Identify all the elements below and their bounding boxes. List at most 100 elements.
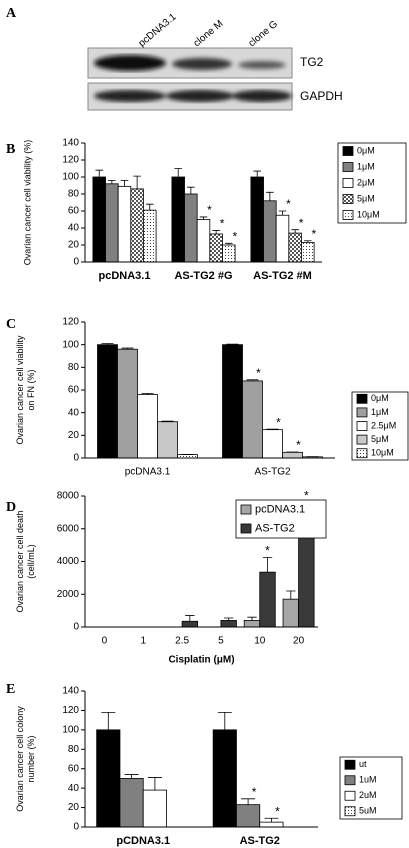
error-bar — [278, 210, 287, 216]
error-bar — [264, 817, 279, 823]
bar — [105, 183, 119, 263]
bar — [209, 233, 223, 263]
bar — [275, 214, 290, 263]
error-bar — [120, 180, 129, 187]
legend-swatch — [344, 775, 356, 786]
y-axis-label: number (%) — [26, 735, 36, 782]
significance-mark: * — [276, 415, 281, 429]
bar — [236, 804, 261, 828]
bar — [243, 620, 261, 628]
significance-mark: * — [232, 229, 237, 243]
x-tick-label: 20 — [293, 636, 305, 647]
y-tick-label: 40 — [68, 407, 80, 418]
error-bar — [185, 615, 195, 622]
x-tick-label: AS-TG2 — [254, 467, 291, 478]
x-tick-label: pCDNA3.1 — [116, 835, 170, 847]
panel-label: C — [6, 317, 16, 332]
error-bar — [147, 777, 162, 791]
y-tick-label: 2000 — [57, 589, 80, 600]
error-bar — [121, 347, 134, 350]
y-tick-label: 20 — [68, 802, 80, 813]
legend-swatch — [356, 421, 368, 431]
error-bar — [224, 617, 234, 621]
y-axis-label: (cell/mL) — [26, 544, 36, 579]
legend-label: 5uM — [359, 806, 377, 816]
panel-label: D — [6, 500, 16, 515]
significance-mark: * — [207, 203, 212, 217]
legend-swatch — [240, 523, 252, 534]
error-bar — [161, 420, 174, 422]
error-bar — [133, 175, 141, 189]
panel-label: E — [6, 682, 15, 697]
bar — [196, 219, 211, 263]
legend-label: 1μM — [371, 407, 389, 417]
y-axis-label: Ovarian cancer cell viability — [15, 335, 25, 445]
chart-panel: B 0 20 40 60 80 100 120 140 Ovarian cancer cell v… — [6, 138, 407, 282]
y-axis-label: on FN (%) — [26, 369, 36, 410]
legend-swatch — [342, 210, 354, 220]
bar — [130, 188, 144, 263]
error-bar — [101, 711, 116, 730]
bar — [282, 598, 299, 628]
bar — [301, 242, 315, 263]
significance-mark: * — [265, 544, 270, 558]
legend-swatch — [356, 448, 368, 459]
x-tick-label: pcDNA3.1 — [99, 270, 151, 282]
band-label: GAPDH — [300, 89, 343, 103]
significance-mark: * — [296, 438, 301, 452]
legend-label: AS-TG2 — [255, 522, 295, 534]
legend-label: 10μM — [371, 448, 394, 458]
legend-label: 1μM — [357, 161, 375, 171]
y-tick-label: 120 — [62, 705, 79, 716]
bar — [212, 729, 237, 828]
error-bar — [124, 774, 139, 779]
y-tick-label: 140 — [62, 138, 79, 149]
error-bar — [262, 557, 273, 573]
significance-mark: * — [311, 227, 316, 241]
y-tick-label: 80 — [68, 189, 80, 200]
error-bar — [212, 230, 220, 234]
y-tick-label: 120 — [62, 155, 79, 166]
bar — [117, 348, 138, 459]
legend-label: 2uM — [359, 790, 377, 800]
significance-mark: * — [304, 489, 309, 503]
legend-swatch — [344, 759, 356, 770]
error-bar — [226, 343, 239, 345]
y-tick-label: 0 — [73, 453, 79, 464]
x-tick-label: 0 — [102, 636, 108, 647]
bar — [137, 394, 158, 459]
significance-mark: * — [299, 216, 304, 230]
y-tick-label: 60 — [68, 385, 80, 396]
error-bar — [303, 240, 312, 243]
error-bar — [141, 393, 154, 395]
y-tick-label: 100 — [62, 339, 79, 350]
legend-label: 0μM — [371, 393, 389, 403]
panel-label: B — [6, 142, 15, 157]
bar — [92, 176, 106, 263]
bar — [142, 789, 167, 828]
significance-mark: * — [220, 217, 225, 231]
error-bar — [187, 186, 195, 194]
error-bar — [266, 428, 279, 430]
y-tick-label: 100 — [62, 172, 79, 183]
error-bar — [95, 169, 104, 177]
y-tick-label: 100 — [62, 724, 79, 735]
bar — [263, 200, 277, 263]
y-tick-label: 6000 — [57, 523, 80, 534]
y-tick-label: 80 — [68, 362, 80, 373]
legend-swatch — [356, 393, 368, 404]
significance-mark: * — [252, 785, 257, 799]
y-axis-label: Ovarian cancer cell colony — [15, 706, 25, 812]
legend-swatch — [344, 790, 356, 801]
bar — [259, 571, 276, 628]
y-tick-label: 0 — [73, 822, 79, 833]
y-tick-label: 60 — [68, 763, 80, 774]
panel-label: A — [6, 6, 17, 21]
legend-label: 2.5μM — [371, 420, 396, 430]
y-tick-label: 40 — [68, 223, 80, 234]
lane-label: pcDNA3.1 — [137, 11, 179, 49]
error-bar — [224, 242, 233, 245]
x-tick-label: AS-TG2 #M — [253, 270, 312, 282]
bands — [94, 55, 286, 71]
bar — [222, 344, 243, 459]
